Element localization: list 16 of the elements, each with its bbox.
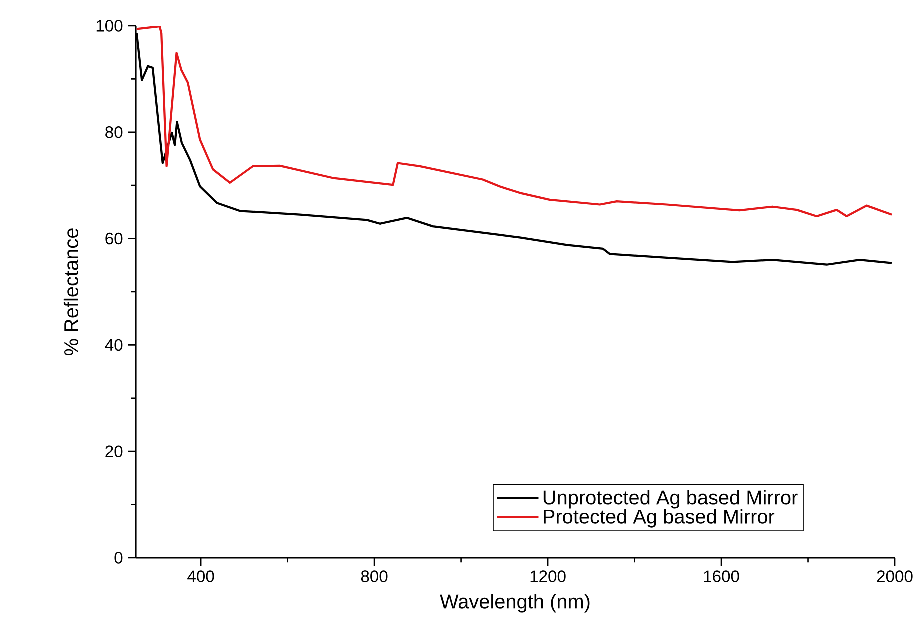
legend-label: Protected Ag based Mirror <box>544 509 775 528</box>
y-tick-label: 60 <box>106 232 123 245</box>
legend-label: Unprotected Ag based Mirror <box>544 490 798 509</box>
y-tick-label: 40 <box>105 339 123 352</box>
y-tick-label: 20 <box>106 446 123 458</box>
y-tick-label: 0 <box>114 552 123 564</box>
x-axis-title: Wavelength (nm) <box>440 594 590 613</box>
y-tick-label: 100 <box>96 20 123 32</box>
x-tick-label: 1200 <box>530 570 566 582</box>
y-tick-label: 80 <box>106 126 123 138</box>
x-tick-label: 2000 <box>877 570 913 582</box>
x-tick-label: 1600 <box>704 570 740 582</box>
x-tick-label: 400 <box>188 570 214 582</box>
x-tick-label: 800 <box>361 570 388 582</box>
line-series <box>136 26 894 218</box>
y-axis-title: % Reflectance <box>64 228 79 356</box>
